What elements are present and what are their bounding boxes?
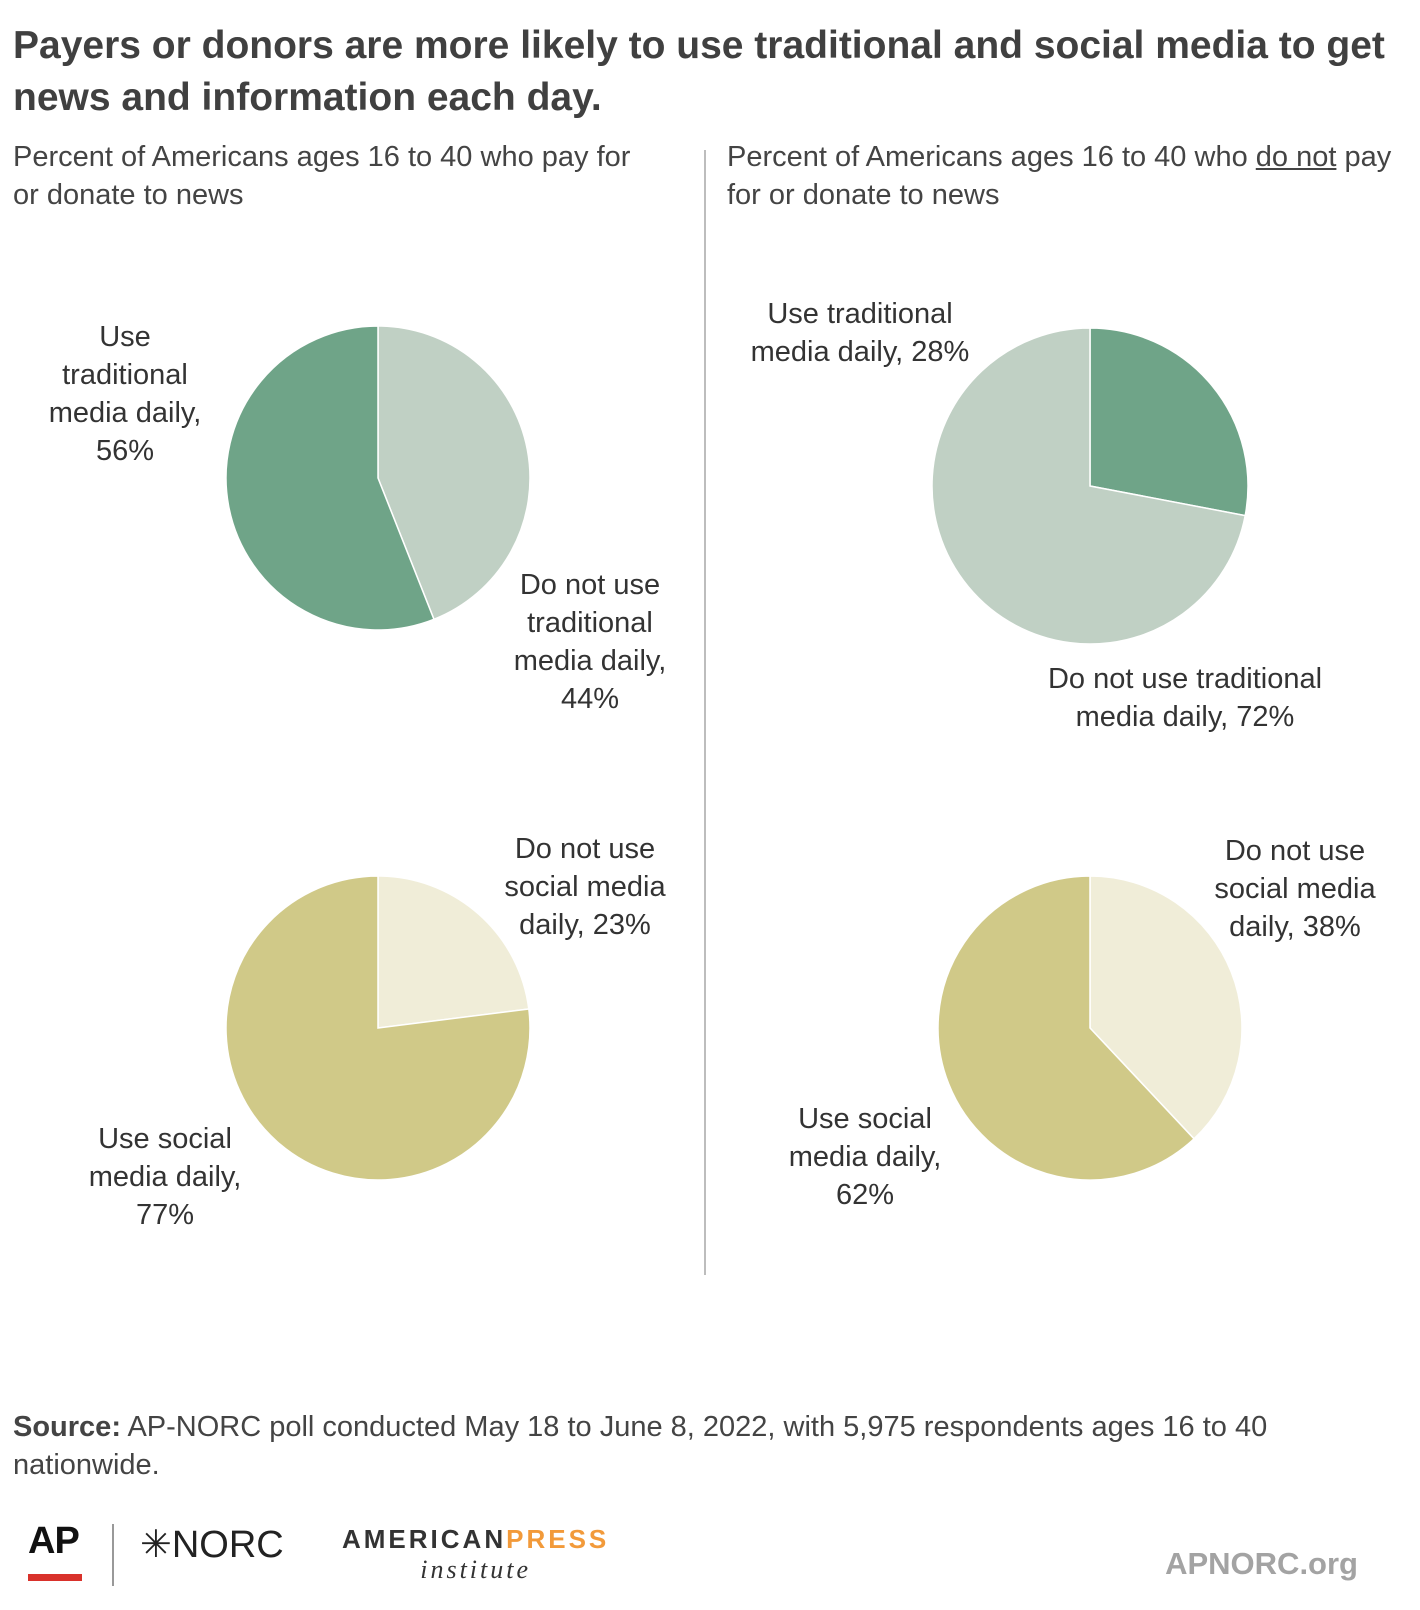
label-line: media daily, 28% [750, 336, 970, 368]
label-nonpayers-use-traditional: Use traditional media daily, 28% [730, 295, 990, 371]
label-line: traditional [527, 607, 653, 639]
pie-slice-do-not-use-social-media-daily [377, 875, 530, 1029]
label-line: media daily, [513, 645, 667, 677]
label-line: 56% [95, 435, 155, 467]
chart-title: Payers or donors are more likely to use … [13, 24, 1385, 119]
label-payers-not-traditional: Do not use traditional media daily, 44% [495, 566, 685, 718]
label-line: traditional [62, 359, 188, 391]
label-line: 62% [835, 1179, 895, 1211]
label-line: media daily, 72% [1075, 701, 1295, 733]
label-nonpayers-use-social: Use social media daily, 62% [770, 1100, 960, 1214]
panel-divider [704, 150, 706, 1275]
label-line: Use social [798, 1103, 932, 1135]
logo-separator [112, 1524, 114, 1586]
source-text: AP-NORC poll conducted May 18 to June 8,… [13, 1411, 1268, 1481]
pie-slice-use-traditional-media-daily [1089, 327, 1249, 517]
site-url[interactable]: APNORC.org [1165, 1546, 1358, 1581]
norc-logo: ✳NORC [140, 1524, 284, 1566]
label-line: social media [1214, 873, 1376, 905]
label-nonpayers-not-traditional: Do not use traditional media daily, 72% [1010, 660, 1360, 736]
label-line: 77% [135, 1199, 195, 1231]
subtitle-non-payers: Percent of Americans ages 16 to 40 who d… [727, 138, 1407, 214]
label-line: daily, 38% [1229, 911, 1361, 943]
label-line: media daily, [788, 1141, 942, 1173]
subtitle-non-payers-emphasis: do not [1255, 141, 1337, 173]
label-line: media daily, [48, 397, 202, 429]
subtitle-non-payers-part2: pay for or donate to news [727, 141, 1392, 211]
pie-payers-traditional [225, 325, 531, 631]
label-line: Do not use traditional [1047, 663, 1323, 695]
ap-logo: AP [28, 1520, 80, 1562]
label-line: social media [504, 871, 666, 903]
label-payers-use-traditional: Use traditional media daily, 56% [30, 318, 220, 470]
ap-logo-underline [28, 1574, 82, 1581]
pie-nonpayers-traditional [931, 327, 1249, 645]
footer-logos: AP ✳NORC AMERICANPRESS institute APNORC.… [0, 1510, 1420, 1610]
label-nonpayers-not-social: Do not use social media daily, 38% [1190, 832, 1400, 946]
subtitle-non-payers-part1: Percent of Americans ages 16 to 40 who [727, 141, 1256, 173]
label-line: Do not use [514, 833, 656, 865]
source-note: Source: AP-NORC poll conducted May 18 to… [13, 1408, 1403, 1484]
label-line: daily, 23% [519, 909, 651, 941]
pie-payers-social [225, 875, 531, 1181]
api-logo-institute: institute [420, 1555, 532, 1584]
pie-slice-do-not-use-traditional-media-daily [931, 327, 1247, 645]
label-payers-use-social: Use social media daily, 77% [70, 1120, 260, 1234]
api-logo-american: AMERICAN [342, 1524, 507, 1554]
label-line: 44% [560, 683, 620, 715]
pie-slice-use-social-media-daily [225, 875, 531, 1181]
label-line: media daily, [88, 1161, 242, 1193]
pie-slice-use-social-media-daily [937, 875, 1196, 1181]
api-logo-press: PRESS [506, 1524, 610, 1554]
label-line: Use traditional [767, 298, 953, 330]
label-payers-not-social: Do not use social media daily, 23% [480, 830, 690, 944]
pie-slice-do-not-use-traditional-media-daily [377, 325, 531, 621]
label-line: Use social [98, 1123, 232, 1155]
american-press-institute-logo: AMERICANPRESS institute [342, 1524, 609, 1585]
source-label: Source: [13, 1411, 121, 1443]
label-line: Do not use [1224, 835, 1366, 867]
label-line: Use [99, 321, 151, 353]
api-logo-wordmark: AMERICANPRESS [342, 1524, 609, 1555]
pie-slice-use-traditional-media-daily [225, 325, 435, 631]
pie-slice-do-not-use-social-media-daily [1089, 875, 1243, 1140]
label-line: Do not use [519, 569, 661, 601]
pie-nonpayers-social [937, 875, 1243, 1181]
subtitle-payers: Percent of Americans ages 16 to 40 who p… [13, 141, 631, 211]
